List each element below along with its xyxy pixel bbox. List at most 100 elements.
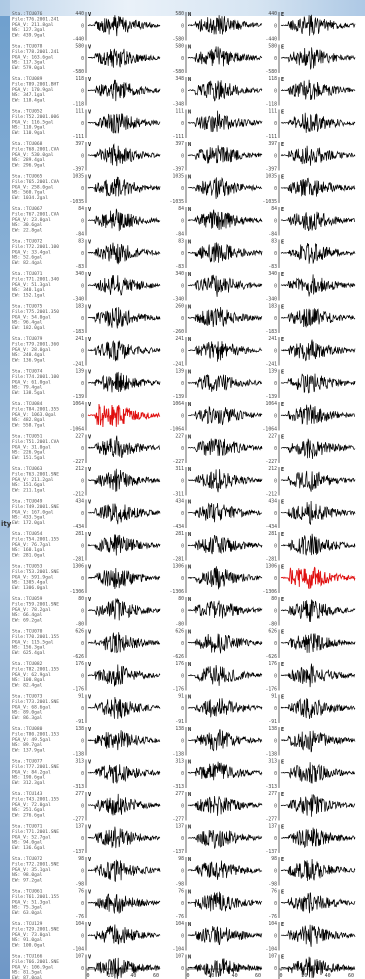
station-info-22-4: EW: 137.9gal <box>12 748 45 754</box>
waveform-14-0 <box>87 468 161 492</box>
tick-top-16-1: 281 <box>175 531 184 537</box>
component-label-8-0: V <box>88 272 91 278</box>
waveform-27-0 <box>87 893 161 914</box>
station-info-3-0: Sta.:TCU052 <box>12 109 43 115</box>
waveform-8-2 <box>280 274 356 297</box>
station-info-7-4: EW: 82.4gal <box>12 260 43 266</box>
tick-bottom-16-2: -281 <box>265 557 277 563</box>
tick-zero-22-0: 0 <box>81 738 84 744</box>
waveform-21-1 <box>187 698 263 718</box>
waveform-6-1 <box>187 209 263 231</box>
tick-bottom-20-1: -176 <box>172 687 184 693</box>
component-label-3-2: E <box>281 110 284 116</box>
station-info-25-2: PGA_V: 52.7gal <box>12 834 51 840</box>
waveform-13-1 <box>187 438 263 456</box>
tick-top-7-1: 83 <box>178 239 184 245</box>
tick-top-1-0: 580 <box>75 44 84 50</box>
tick-top-0-2: 440 <box>268 11 277 17</box>
station-info-7-0: Sta.:TCU072 <box>12 239 43 245</box>
tick-zero-25-1: 0 <box>181 836 184 842</box>
x-tick-label-1-2: 40 <box>232 973 238 979</box>
component-label-17-1: N <box>188 565 191 571</box>
tick-bottom-5-0: -1035 <box>70 199 85 205</box>
station-info-26-0: Sta.:TCU072 <box>12 856 43 862</box>
tick-zero-21-1: 0 <box>181 706 184 712</box>
tick-top-6-2: 84 <box>271 206 277 212</box>
tick-top-23-2: 313 <box>268 759 277 765</box>
tick-zero-26-1: 0 <box>181 868 184 874</box>
component-label-0-2: E <box>281 12 284 18</box>
component-label-14-2: E <box>281 467 284 473</box>
waveform-12-2 <box>280 404 355 425</box>
tick-top-12-2: 1064 <box>265 401 277 407</box>
waveform-26-0 <box>87 859 161 883</box>
waveform-1-1 <box>187 46 263 67</box>
station-info-2-2: PGA_V: 170.9gal <box>12 87 54 93</box>
tick-top-1-2: 580 <box>268 44 277 50</box>
component-label-4-1: N <box>188 142 191 148</box>
station-info-24-0: Sta.:TCU143 <box>12 791 43 797</box>
station-info-12-0: Sta.:TCU084 <box>12 401 43 407</box>
station-info-10-3: NS: 240.4gal <box>12 352 45 358</box>
component-label-10-1: N <box>188 337 191 343</box>
tick-top-23-0: 313 <box>75 759 84 765</box>
station-info-10-0: Sta.:TCU079 <box>12 336 43 342</box>
component-label-27-2: E <box>281 890 284 896</box>
tick-zero-1-1: 0 <box>181 56 184 62</box>
component-label-15-1: N <box>188 500 191 506</box>
station-info-11-1: File:T74.2001.100 <box>12 374 59 380</box>
waveform-15-0 <box>87 503 161 525</box>
tick-zero-24-2: 0 <box>274 803 277 809</box>
station-info-18-2: PGA_V: 78.2gal <box>12 607 51 613</box>
station-info-27-4: EW: 63.0gal <box>12 910 43 916</box>
tick-zero-4-2: 0 <box>274 153 277 159</box>
waveform-10-0 <box>87 340 161 362</box>
tick-zero-12-2: 0 <box>274 413 277 419</box>
waveform-21-0 <box>87 696 161 719</box>
tick-top-7-0: 83 <box>78 239 84 245</box>
station-info-16-1: File:T54.2001.155 <box>12 536 59 542</box>
tick-zero-19-0: 0 <box>81 641 84 647</box>
tick-bottom-7-1: -83 <box>175 264 184 270</box>
waveform-5-0 <box>87 176 161 197</box>
waveform-27-1 <box>187 891 263 912</box>
tick-bottom-23-2: -313 <box>265 784 277 790</box>
station-info-8-4: EW: 152.1gal <box>12 293 45 299</box>
tick-zero-19-1: 0 <box>181 641 184 647</box>
component-label-27-1: N <box>188 890 191 896</box>
station-info-28-4: EW: 100.0gal <box>12 943 45 949</box>
waveform-22-0 <box>87 730 161 751</box>
tick-zero-11-2: 0 <box>274 381 277 387</box>
tick-top-15-1: 434 <box>175 499 184 505</box>
tick-bottom-16-0: -281 <box>72 557 84 563</box>
station-info-13-4: EW: 151.5gal <box>12 455 45 461</box>
tick-top-22-2: 138 <box>268 726 277 732</box>
station-info-9-3: NS: 96.4gal <box>12 320 43 326</box>
tick-top-16-0: 281 <box>75 531 84 537</box>
tick-zero-25-0: 0 <box>81 836 84 842</box>
tick-top-5-0: 1035 <box>72 174 84 180</box>
waveform-14-1 <box>188 469 263 493</box>
tick-top-19-2: 626 <box>268 629 277 635</box>
tick-top-18-2: 80 <box>271 596 277 602</box>
tick-zero-4-1: 0 <box>181 153 184 159</box>
component-label-3-0: V <box>88 110 91 116</box>
x-tick-label-0-1: 20 <box>108 973 114 979</box>
tick-bottom-6-0: -84 <box>75 232 84 238</box>
tick-bottom-22-1: -138 <box>172 752 184 758</box>
tick-top-10-0: 241 <box>75 336 84 342</box>
tick-bottom-8-2: -340 <box>265 297 277 303</box>
tick-zero-7-0: 0 <box>81 251 84 257</box>
station-info-23-0: Sta.:TCU077 <box>12 759 43 765</box>
tick-zero-3-2: 0 <box>274 121 277 127</box>
tick-top-17-2: 1306 <box>265 564 277 570</box>
station-info-18-4: EW: 69.2gal <box>12 618 43 624</box>
station-info-27-2: PGA_V: 51.3gal <box>12 899 51 905</box>
station-info-2-3: NS: 347.1gal <box>12 92 45 98</box>
component-label-13-0: V <box>88 435 91 441</box>
component-label-22-1: N <box>188 727 191 733</box>
waveform-1-2 <box>280 47 356 70</box>
tick-zero-10-0: 0 <box>81 348 84 354</box>
tick-zero-8-0: 0 <box>81 283 84 289</box>
station-info-29-3: NS: 81.5gal <box>12 970 43 976</box>
